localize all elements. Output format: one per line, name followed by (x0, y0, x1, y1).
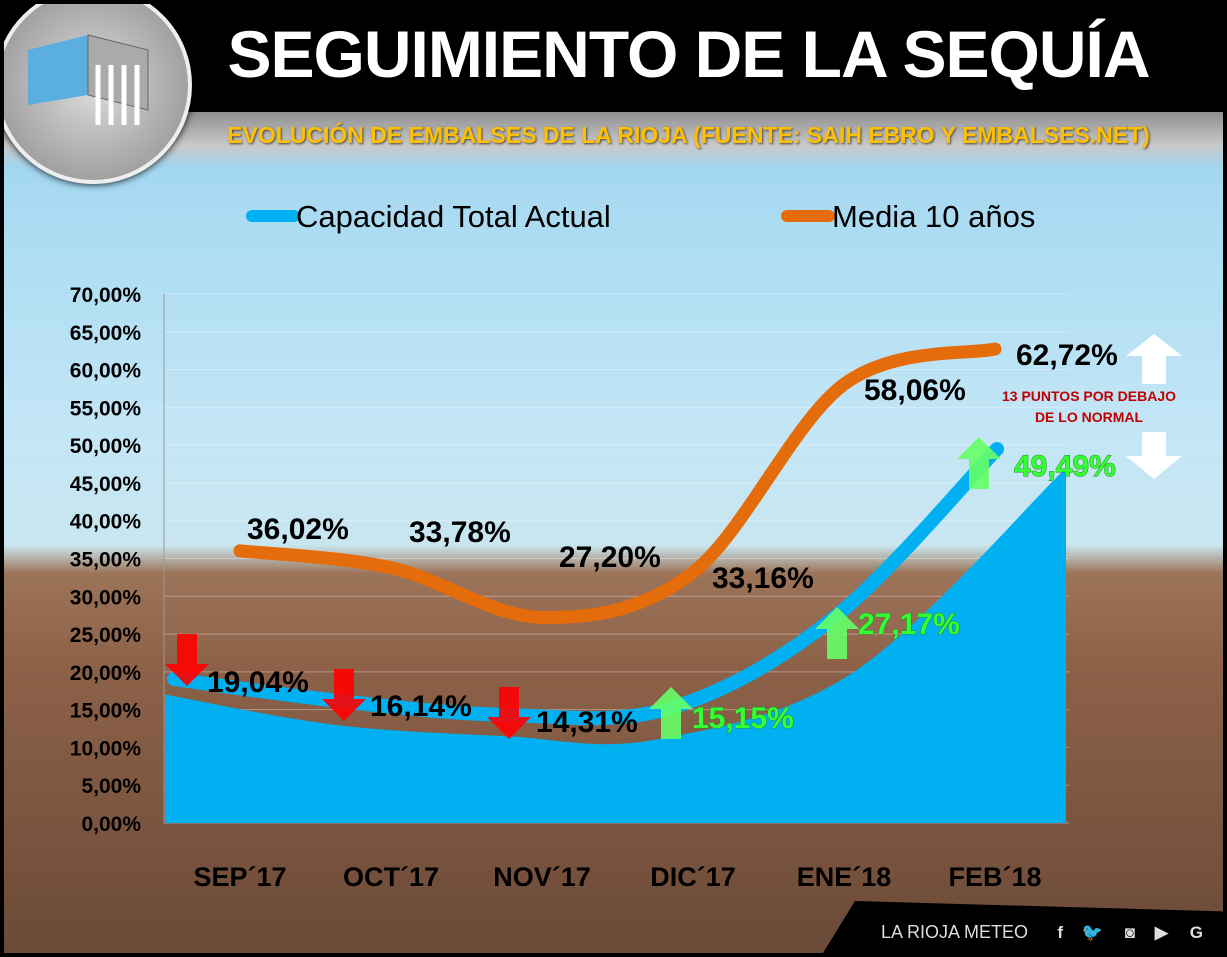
google-icon[interactable]: G (1189, 923, 1203, 942)
trend-up-arrow-icon (957, 437, 1001, 489)
twitter-icon[interactable]: 🐦 (1081, 923, 1103, 942)
chart-subtitle: EVOLUCIÓN DE EMBALSES DE LA RIOJA (FUENT… (227, 122, 1150, 148)
data-label-media: 62,72% (1016, 339, 1118, 372)
legend-label-capacidad: Capacidad Total Actual (296, 199, 611, 234)
up-arrow-icon (1126, 334, 1182, 384)
page-title: SEGUIMIENTO DE LA SEQUÍA (227, 17, 1150, 91)
y-tick-label: 35,00% (70, 549, 142, 572)
y-tick-label: 30,00% (70, 586, 142, 609)
trend-up-arrow-icon (815, 607, 859, 659)
trend-down-arrow-icon (322, 669, 366, 721)
annotation-line1: 13 PUNTOS POR DEBAJO (1002, 388, 1176, 404)
data-label-media: 33,78% (409, 516, 511, 549)
data-label-media: 36,02% (247, 513, 349, 546)
annotation-line2: DE LO NORMAL (1035, 409, 1144, 425)
x-tick-label: FEB´18 (948, 862, 1041, 892)
down-arrow-icon (1126, 432, 1182, 479)
trend-up-arrow-icon (649, 687, 693, 739)
y-tick-label: 55,00% (70, 397, 142, 420)
area-capacidad-total-actual (165, 467, 1066, 823)
footer (823, 901, 1223, 953)
data-label-media: 27,20% (559, 541, 661, 574)
x-tick-label: NOV´17 (493, 862, 591, 892)
data-label-capacidad: 19,04% (207, 666, 309, 699)
x-tick-label: SEP´17 (193, 862, 286, 892)
chart-frame: 0,00% 5,00% 10,00% 15,00% 20,00% 25,00% 30,00%… (4, 4, 1223, 953)
y-tick-label: 25,00% (70, 624, 142, 647)
data-label-capacidad: 49,49% (1014, 450, 1116, 483)
subtitle-bar (4, 112, 1223, 168)
reservoir-logo-icon (4, 4, 192, 184)
y-tick-label: 45,00% (70, 473, 142, 496)
y-tick-label: 60,00% (70, 360, 142, 383)
line-media-10-anos (233, 342, 1002, 624)
chart: 0,00% 5,00% 10,00% 15,00% 20,00% 25,00% 30,00%… (70, 199, 1182, 892)
brand-name: LA RIOJA METEO (880, 922, 1028, 942)
trend-down-arrow-icon (165, 634, 209, 686)
data-label-media: 33,16% (712, 562, 814, 595)
x-tick-label: ENE´18 (797, 862, 892, 892)
facebook-icon[interactable]: f (1057, 923, 1063, 942)
data-label-capacidad: 27,17% (858, 608, 960, 641)
y-tick-label: 10,00% (70, 737, 142, 760)
header (4, 4, 1223, 112)
youtube-icon[interactable]: ▶ (1154, 923, 1168, 942)
data-label-media: 58,06% (864, 374, 966, 407)
instagram-icon[interactable]: ◙ (1124, 923, 1135, 942)
y-tick-label: 0,00% (81, 813, 141, 836)
y-tick-label: 65,00% (70, 322, 142, 345)
x-tick-label: OCT´17 (343, 862, 439, 892)
y-tick-label: 20,00% (70, 662, 142, 685)
y-tick-label: 70,00% (70, 284, 142, 307)
y-tick-label: 5,00% (81, 775, 141, 798)
legend-label-media: Media 10 años (832, 199, 1035, 234)
y-tick-label: 15,00% (70, 700, 142, 723)
data-label-capacidad: 16,14% (370, 690, 472, 723)
trend-down-arrow-icon (487, 687, 531, 739)
x-tick-label: DIC´17 (650, 862, 736, 892)
y-tick-label: 50,00% (70, 435, 142, 458)
data-label-capacidad: 15,15% (692, 702, 794, 735)
y-tick-label: 40,00% (70, 511, 142, 534)
data-label-capacidad: 14,31% (536, 706, 638, 739)
